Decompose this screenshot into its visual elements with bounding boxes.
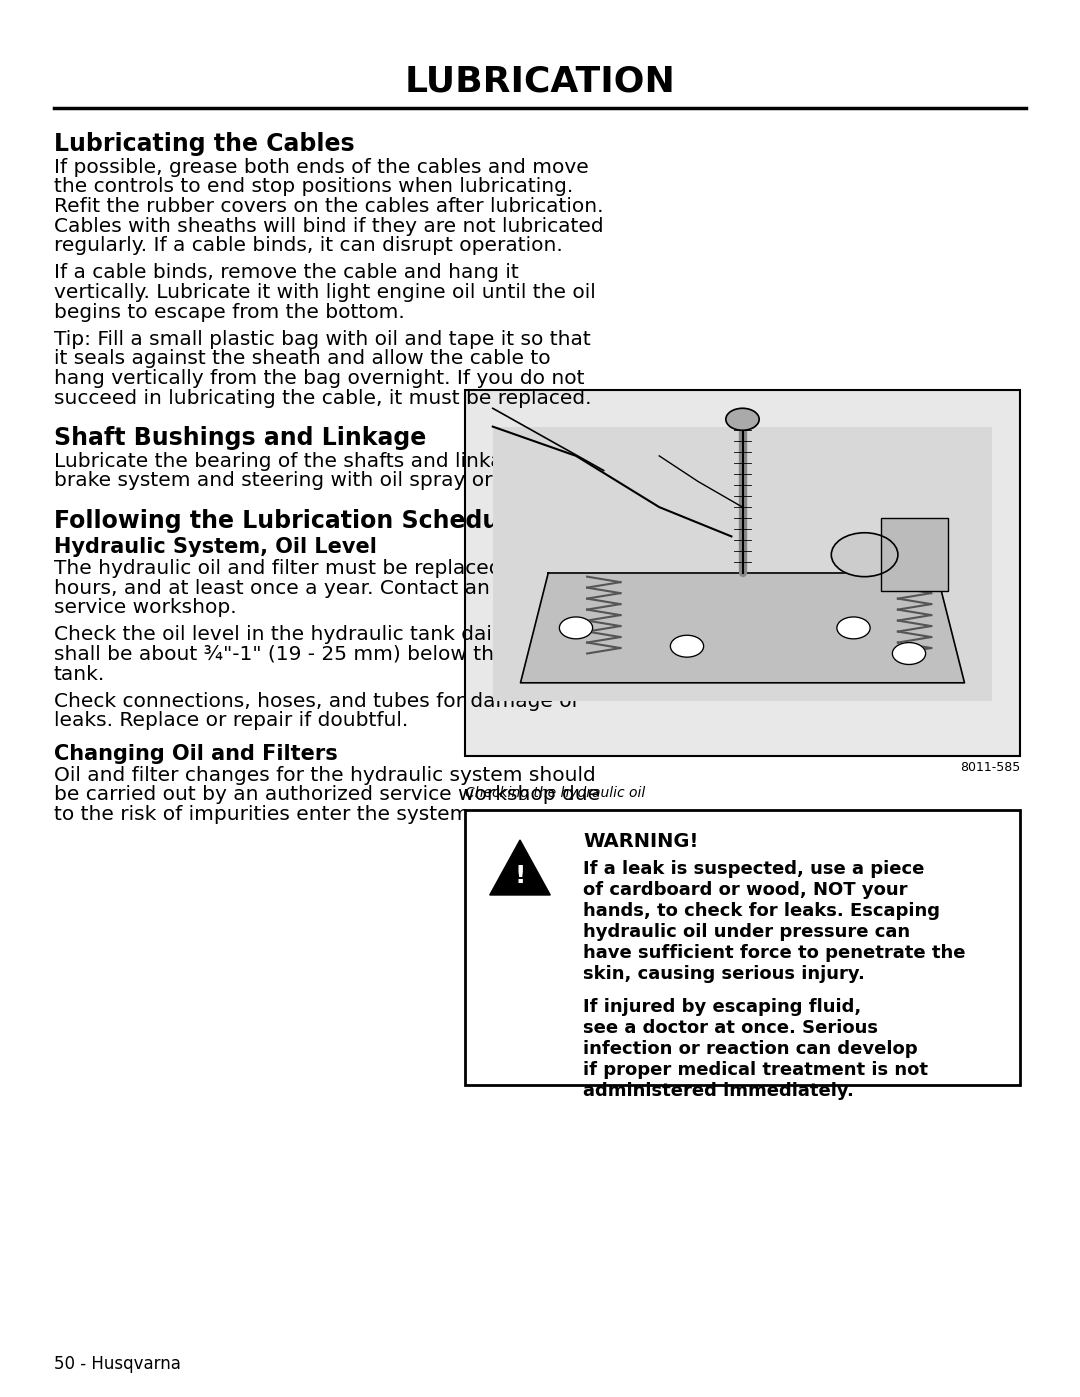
Text: leaks. Replace or repair if doubtful.: leaks. Replace or repair if doubtful. <box>54 711 408 731</box>
Text: Checking the hydraulic oil: Checking the hydraulic oil <box>465 787 645 800</box>
Text: Refit the rubber covers on the cables after lubrication.: Refit the rubber covers on the cables af… <box>54 197 604 217</box>
Text: WARNING!: WARNING! <box>583 833 699 851</box>
Text: The hydraulic oil and filter must be replaced every 300: The hydraulic oil and filter must be rep… <box>54 559 610 578</box>
Text: it seals against the sheath and allow the cable to: it seals against the sheath and allow th… <box>54 349 551 369</box>
Text: administered immediately.: administered immediately. <box>583 1083 854 1099</box>
Text: be carried out by an authorized service workshop due: be carried out by an authorized service … <box>54 785 600 805</box>
Text: tank.: tank. <box>54 665 105 683</box>
Text: Changing Oil and Filters: Changing Oil and Filters <box>54 745 338 764</box>
Text: of cardboard or wood, NOT your: of cardboard or wood, NOT your <box>583 882 907 900</box>
Text: brake system and steering with oil spray or oil can.: brake system and steering with oil spray… <box>54 472 571 490</box>
Text: Hydraulic System, Oil Level: Hydraulic System, Oil Level <box>54 536 377 557</box>
Text: !: ! <box>514 863 526 887</box>
Text: shall be about ¾"-1" (19 - 25 mm) below the top of the: shall be about ¾"-1" (19 - 25 mm) below … <box>54 645 611 664</box>
Text: If a leak is suspected, use a piece: If a leak is suspected, use a piece <box>583 861 924 877</box>
Text: LUBRICATION: LUBRICATION <box>405 66 675 99</box>
Text: hands, to check for leaks. Escaping: hands, to check for leaks. Escaping <box>583 902 940 921</box>
Text: infection or reaction can develop: infection or reaction can develop <box>583 1039 918 1058</box>
Text: to the risk of impurities enter the system.: to the risk of impurities enter the syst… <box>54 805 476 824</box>
Text: 8011-585: 8011-585 <box>960 761 1020 774</box>
Text: If possible, grease both ends of the cables and move: If possible, grease both ends of the cab… <box>54 158 589 177</box>
Text: hydraulic oil under pressure can: hydraulic oil under pressure can <box>583 923 910 942</box>
Text: regularly. If a cable binds, it can disrupt operation.: regularly. If a cable binds, it can disr… <box>54 236 563 256</box>
Text: If a cable binds, remove the cable and hang it: If a cable binds, remove the cable and h… <box>54 264 518 282</box>
Text: succeed in lubricating the cable, it must be replaced.: succeed in lubricating the cable, it mus… <box>54 388 592 408</box>
Polygon shape <box>489 840 550 895</box>
Text: Cables with sheaths will bind if they are not lubricated: Cables with sheaths will bind if they ar… <box>54 217 604 236</box>
Text: if proper medical treatment is not: if proper medical treatment is not <box>583 1060 928 1078</box>
Text: skin, causing serious injury.: skin, causing serious injury. <box>583 965 865 983</box>
Text: Oil and filter changes for the hydraulic system should: Oil and filter changes for the hydraulic… <box>54 766 596 785</box>
Bar <box>465 810 1020 1085</box>
Text: Tip: Fill a small plastic bag with oil and tape it so that: Tip: Fill a small plastic bag with oil a… <box>54 330 591 349</box>
Text: service workshop.: service workshop. <box>54 598 237 617</box>
Text: have sufficient force to penetrate the: have sufficient force to penetrate the <box>583 944 966 963</box>
Bar <box>465 390 1020 756</box>
Text: Lubricating the Cables: Lubricating the Cables <box>54 131 354 156</box>
Text: Lubricate the bearing of the shafts and linkage for: Lubricate the bearing of the shafts and … <box>54 453 562 471</box>
Text: Check the oil level in the hydraulic tank daily. The level: Check the oil level in the hydraulic tan… <box>54 626 611 644</box>
Text: Shaft Bushings and Linkage: Shaft Bushings and Linkage <box>54 426 427 450</box>
Text: Check connections, hoses, and tubes for damage or: Check connections, hoses, and tubes for … <box>54 692 580 711</box>
Text: 50 - Husqvarna: 50 - Husqvarna <box>54 1355 180 1373</box>
Text: If injured by escaping fluid,: If injured by escaping fluid, <box>583 997 861 1016</box>
Text: vertically. Lubricate it with light engine oil until the oil: vertically. Lubricate it with light engi… <box>54 284 596 302</box>
Text: the controls to end stop positions when lubricating.: the controls to end stop positions when … <box>54 177 573 197</box>
Text: hours, and at least once a year. Contact an authorized: hours, and at least once a year. Contact… <box>54 578 605 598</box>
Text: begins to escape from the bottom.: begins to escape from the bottom. <box>54 303 405 321</box>
Text: hang vertically from the bag overnight. If you do not: hang vertically from the bag overnight. … <box>54 369 584 388</box>
Text: see a doctor at once. Serious: see a doctor at once. Serious <box>583 1018 878 1037</box>
Text: Following the Lubrication Schedule: Following the Lubrication Schedule <box>54 509 524 534</box>
